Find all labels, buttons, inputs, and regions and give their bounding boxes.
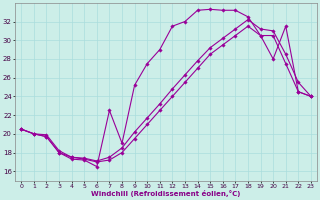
X-axis label: Windchill (Refroidissement éolien,°C): Windchill (Refroidissement éolien,°C) xyxy=(92,190,241,197)
